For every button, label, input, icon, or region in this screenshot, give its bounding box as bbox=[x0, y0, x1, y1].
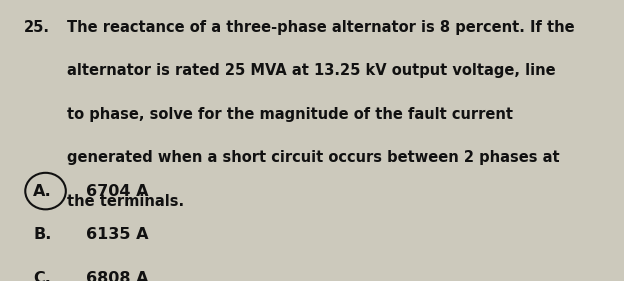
Text: The reactance of a three-phase alternator is 8 percent. If the: The reactance of a three-phase alternato… bbox=[67, 20, 575, 35]
Text: 6704 A: 6704 A bbox=[86, 183, 149, 199]
Text: alternator is rated 25 MVA at 13.25 kV output voltage, line: alternator is rated 25 MVA at 13.25 kV o… bbox=[67, 63, 556, 78]
Text: 25.: 25. bbox=[24, 20, 50, 35]
Text: 6135 A: 6135 A bbox=[86, 227, 149, 242]
Text: 6808 A: 6808 A bbox=[86, 271, 149, 281]
Text: the terminals.: the terminals. bbox=[67, 194, 185, 209]
Text: B.: B. bbox=[33, 227, 52, 242]
Text: C.: C. bbox=[34, 271, 51, 281]
Text: to phase, solve for the magnitude of the fault current: to phase, solve for the magnitude of the… bbox=[67, 107, 514, 122]
Text: generated when a short circuit occurs between 2 phases at: generated when a short circuit occurs be… bbox=[67, 150, 560, 165]
Text: A.: A. bbox=[33, 183, 52, 199]
